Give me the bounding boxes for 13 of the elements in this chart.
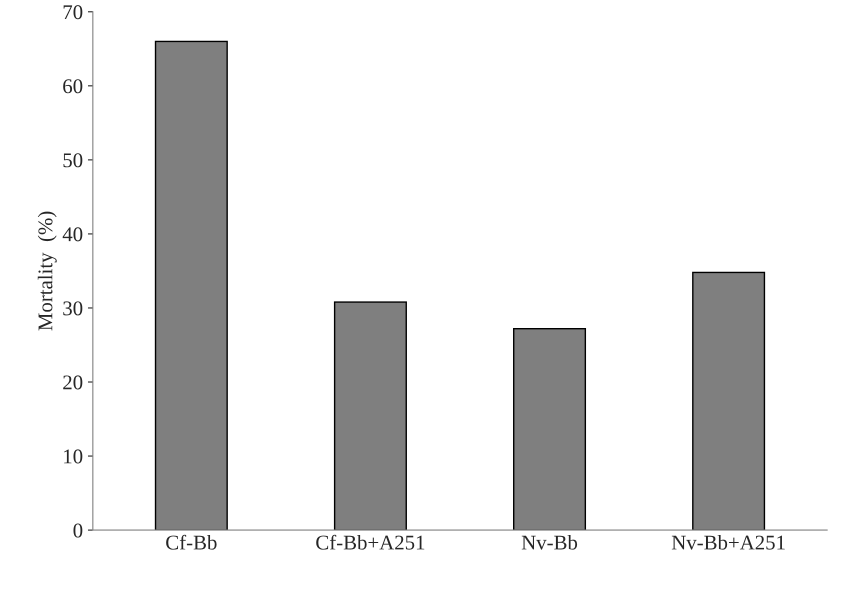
y-tick-label: 50 xyxy=(63,153,82,168)
y-tick-label: 30 xyxy=(63,301,82,316)
x-tick-label: Cf-Bb xyxy=(166,534,217,550)
x-tick-label: Nv-Bb xyxy=(522,534,578,550)
y-tick-label: 60 xyxy=(63,79,82,94)
y-tick-label: 10 xyxy=(64,449,82,464)
y-tick-label: 20 xyxy=(63,375,82,390)
x-tick-label: Nv-Bb+A251 xyxy=(672,534,785,550)
x-tick-label: Cf-Bb+A251 xyxy=(316,534,424,550)
y-axis-title: Mortality (%) xyxy=(38,212,57,331)
y-tick-label: 0 xyxy=(73,523,82,538)
y-tick-label: 40 xyxy=(62,227,82,242)
y-tick-label: 70 xyxy=(64,5,82,20)
